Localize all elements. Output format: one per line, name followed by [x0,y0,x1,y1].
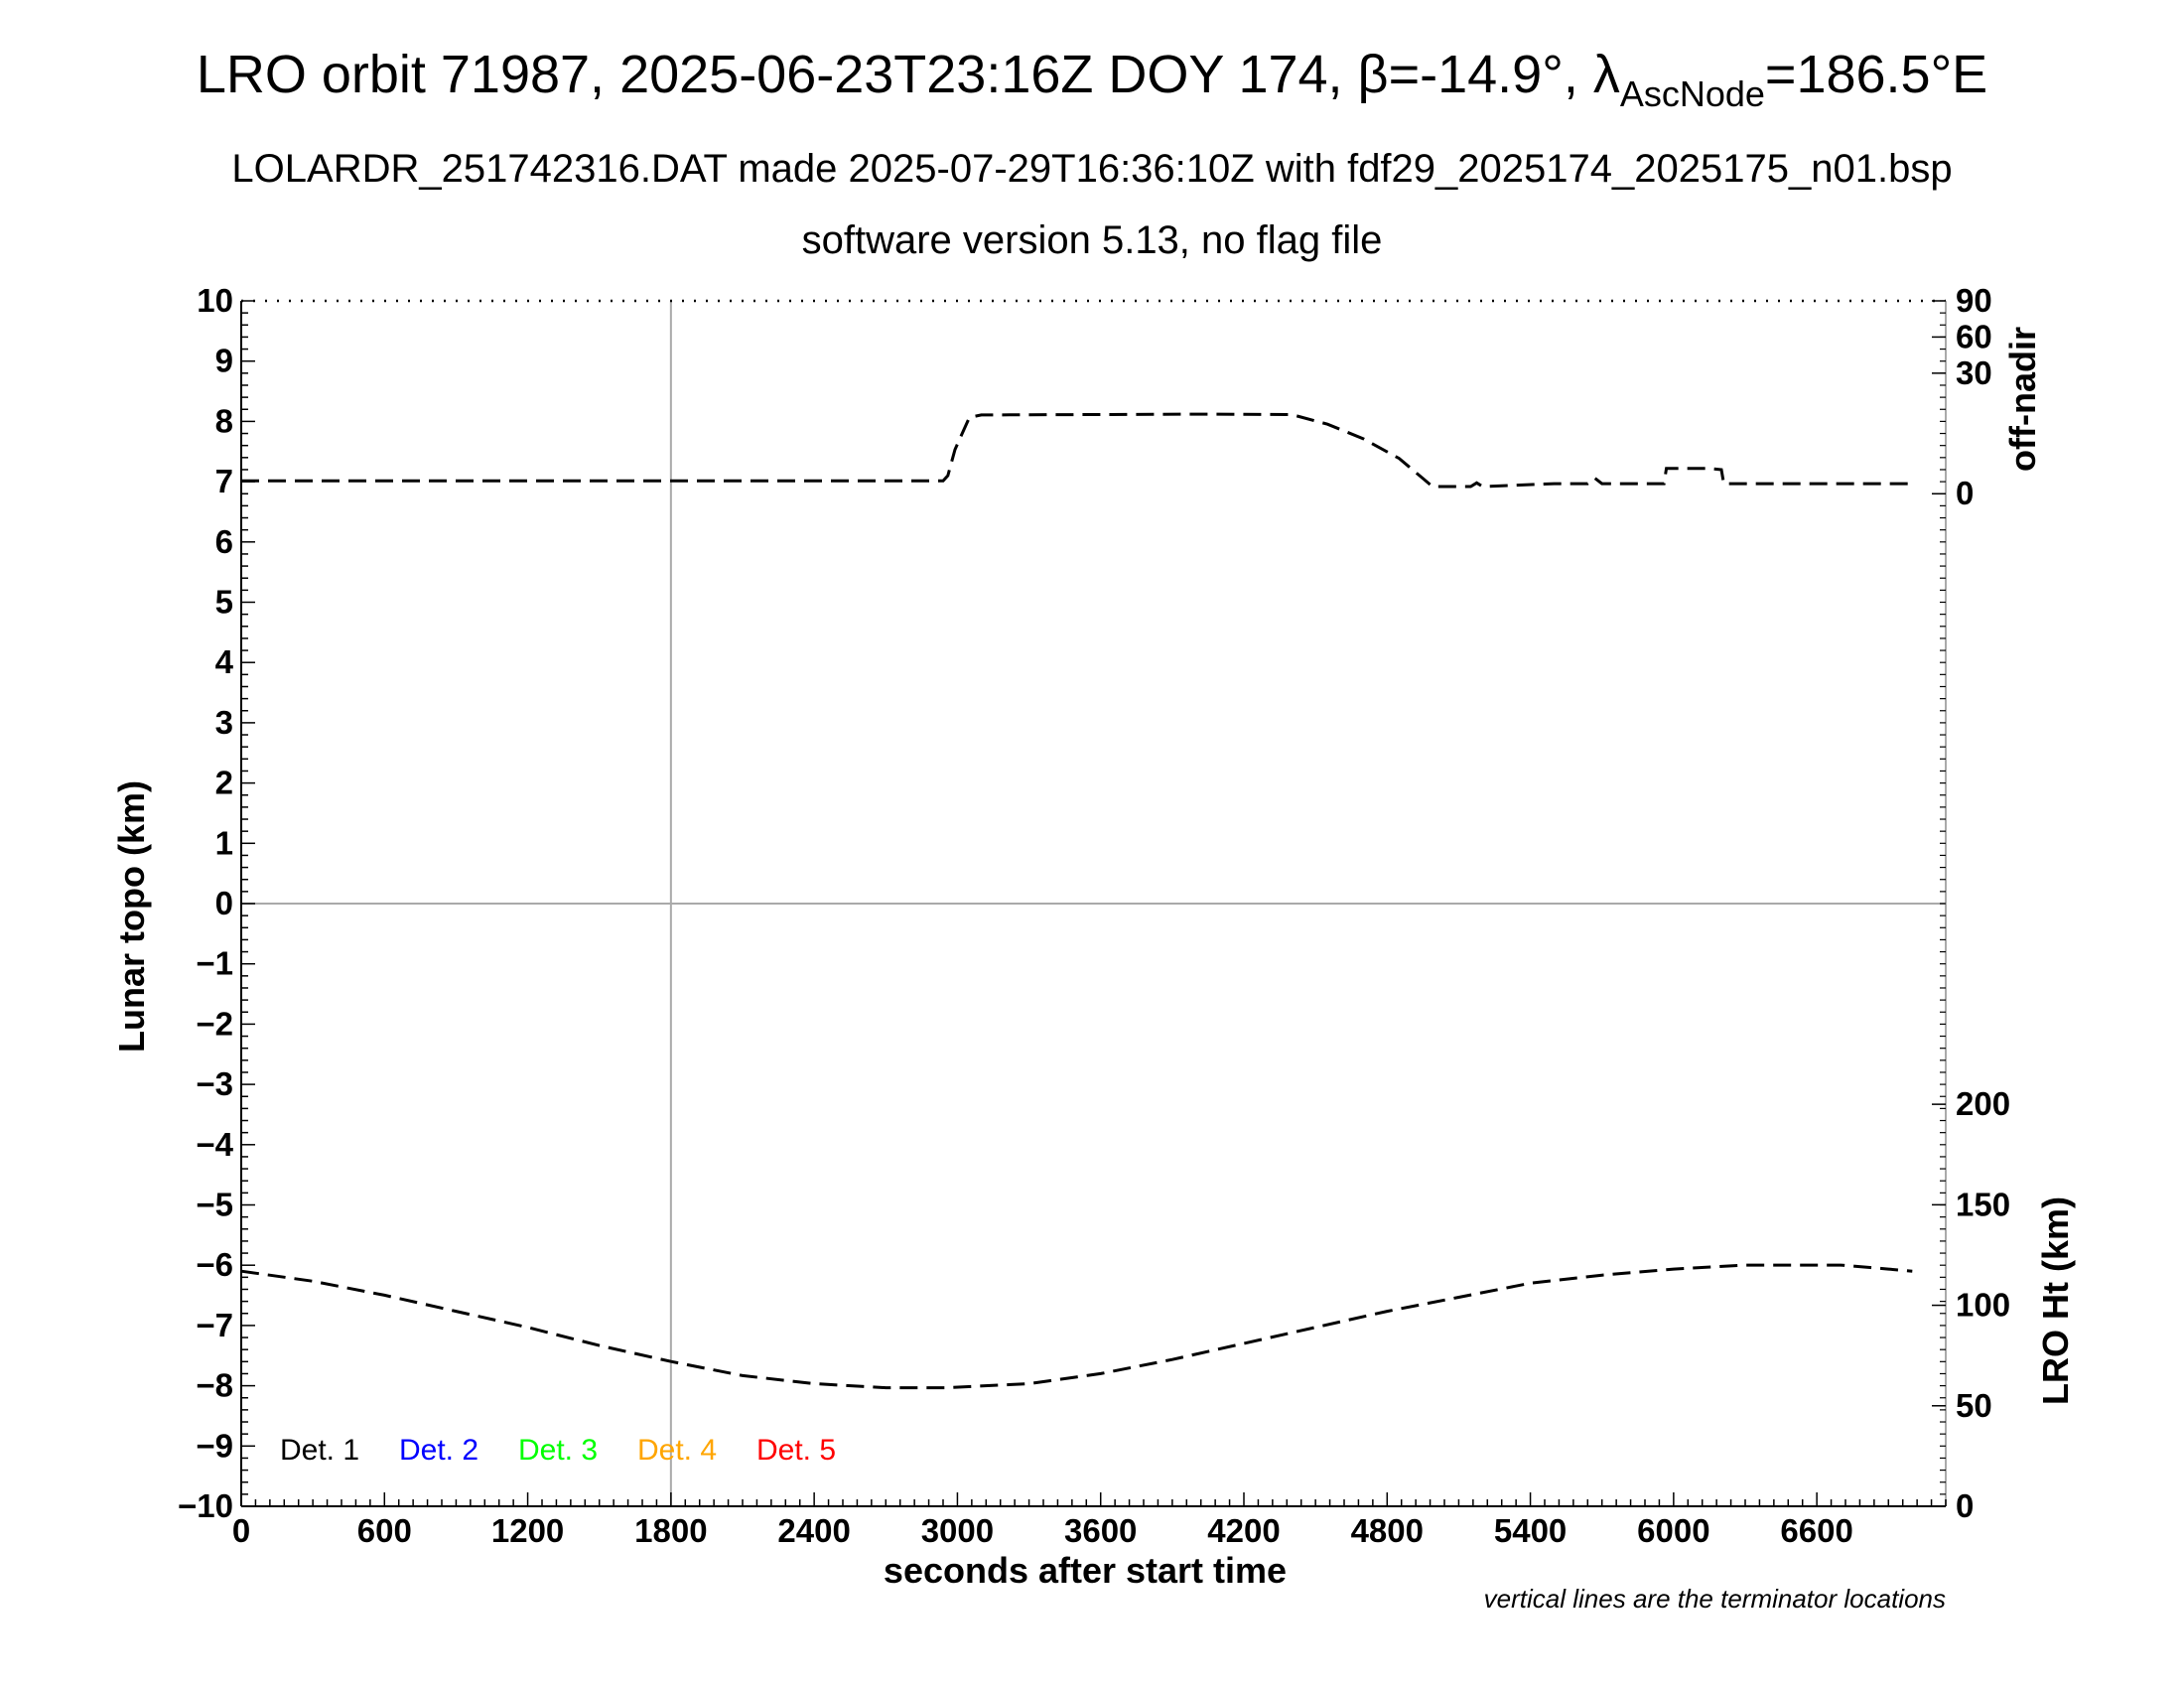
y-tick-label-offnadir: 30 [1956,354,1992,391]
series-layer [240,412,1913,1390]
x-tick-label: 4200 [1207,1512,1280,1549]
y-tick-label-left: 3 [215,704,233,741]
y-tick-label-left: −4 [196,1126,233,1163]
chart-subtitle-file: LOLARDR_251742316.DAT made 2025-07-29T16… [231,147,1953,191]
y-tick-label-height: 200 [1956,1085,2010,1122]
chart-subtitle-software: software version 5.13, no flag file [801,218,1383,262]
y-tick-label-left: 5 [215,584,233,621]
y-tick-label-left: −1 [196,945,233,982]
chart-title-subscript: AscNode [1619,73,1765,114]
y-tick-label-left: 0 [215,885,233,921]
x-tick-label: 4800 [1351,1512,1424,1549]
y-tick-label-left: −10 [178,1487,233,1524]
y-tick-label-left: 2 [215,765,233,801]
x-axis-title: seconds after start time [884,1550,1287,1591]
series-line-offnadir [241,412,1913,489]
legend: Det. 1 Det. 2 Det. 3 Det. 4 Det. 5 [280,1434,836,1467]
chart-title-tail: =186.5°E [1764,45,1988,104]
x-tick-label: 0 [232,1512,250,1549]
series-line-lro-height [240,1263,1913,1390]
y-tick-label-left: 6 [215,523,233,560]
legend-entry-det-3: Det. 3 [518,1434,598,1467]
y-axis-title-offnadir: off-nadir [2002,327,2043,472]
y-tick-label-left: −3 [196,1065,233,1102]
x-tick-label: 3600 [1064,1512,1137,1549]
ticks-layer [240,300,1947,1507]
chart-title: LRO orbit 71987, 2025-06-23T23:16Z DOY 1… [0,48,2184,112]
y-tick-label-left: 8 [215,402,233,439]
legend-entry-det-2: Det. 2 [399,1434,478,1467]
y-tick-label-height: 0 [1956,1487,1974,1524]
y-tick-label-left: −9 [196,1427,233,1464]
x-tick-label: 1800 [634,1512,707,1549]
legend-entry-det-4: Det. 4 [637,1434,717,1467]
x-tick-label: 3000 [921,1512,994,1549]
y-tick-label-left: 9 [215,343,233,379]
tick-labels-layer: 0 600 1200 1800 2400 3000 3600 4200 4800 5400 6000… [178,282,2010,1549]
y-tick-label-left: 7 [215,463,233,499]
y-tick-label-height: 150 [1956,1186,2010,1222]
y-tick-label-left: 4 [215,643,234,680]
y-tick-label-left: 10 [197,282,233,319]
x-tick-label: 6600 [1780,1512,1852,1549]
y-tick-label-offnadir: 60 [1956,318,1992,354]
x-tick-label: 2400 [777,1512,850,1549]
y-tick-label-left: −8 [196,1367,233,1404]
y-tick-label-offnadir: 0 [1956,475,1974,511]
y-tick-label-left: −5 [196,1187,233,1223]
y-tick-label-left: −7 [196,1307,233,1343]
y-tick-label-left: 1 [215,824,233,861]
legend-entry-det-1: Det. 1 [280,1434,359,1467]
legend-entry-det-5: Det. 5 [756,1434,836,1467]
x-tick-label: 6000 [1637,1512,1709,1549]
x-tick-label: 5400 [1494,1512,1567,1549]
y-tick-label-offnadir: 90 [1956,282,1992,319]
grid-layer [241,301,1946,1506]
y-axis-title-lro-height: LRO Ht (km) [2035,1196,2076,1405]
y-tick-label-left: −6 [196,1246,233,1283]
y-axis-title-left: Lunar topo (km) [111,780,152,1053]
x-tick-label: 1200 [491,1512,564,1549]
x-tick-label: 600 [357,1512,412,1549]
y-tick-label-height: 100 [1956,1287,2010,1324]
terminator-footnote: vertical lines are the terminator locati… [1484,1584,1946,1614]
y-tick-label-left: −2 [196,1005,233,1042]
chart-title-main: LRO orbit 71987, 2025-06-23T23:16Z DOY 1… [196,45,1620,104]
y-tick-label-height: 50 [1956,1387,1992,1424]
